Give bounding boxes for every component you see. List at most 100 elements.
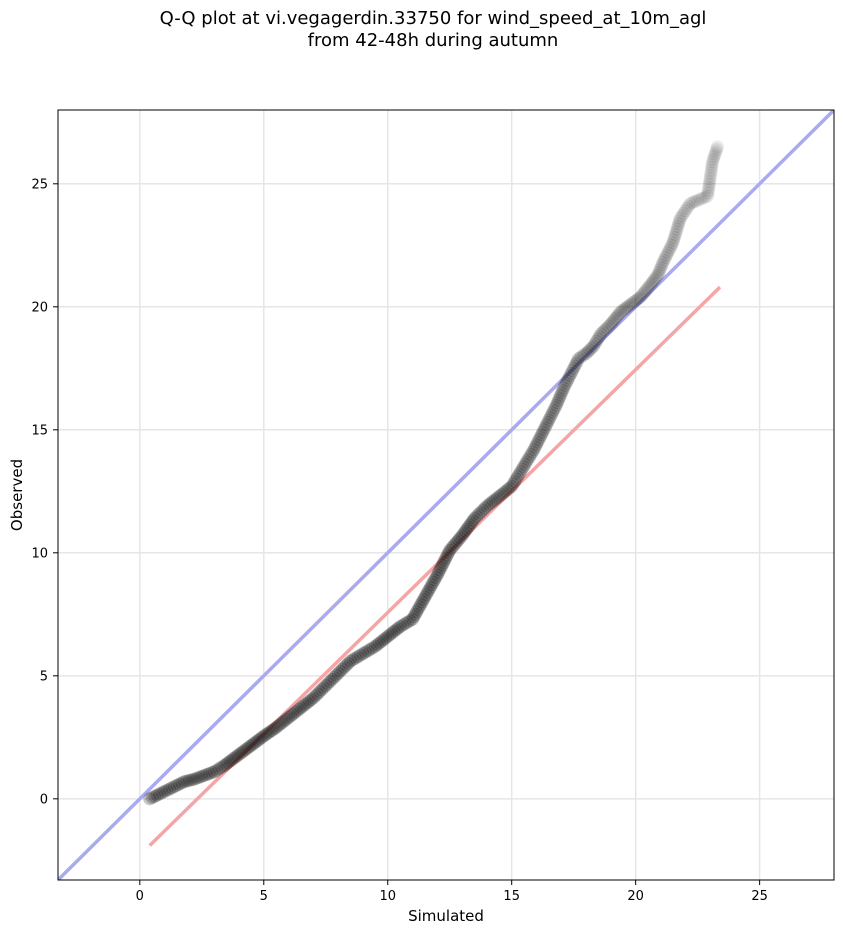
data-point (587, 339, 601, 353)
data-point (527, 442, 541, 456)
data-point (321, 677, 335, 691)
data-point (567, 361, 581, 375)
data-point (647, 274, 661, 288)
data-point (651, 268, 665, 282)
data-point (682, 199, 696, 213)
data-point (606, 315, 620, 329)
y-tick-label: 0 (40, 792, 48, 807)
data-point (628, 294, 642, 308)
data-point (356, 647, 370, 661)
data-point (532, 433, 546, 447)
data-point (667, 233, 681, 247)
chart-title-line-2: from 42-48h during autumn (307, 30, 559, 51)
data-point (596, 325, 610, 339)
data-point (668, 228, 682, 242)
fit-line (148, 285, 722, 847)
data-point (583, 343, 597, 357)
data-point (688, 194, 702, 208)
data-point (296, 699, 310, 713)
data-point (526, 445, 540, 459)
data-point (662, 243, 676, 257)
data-point (523, 450, 537, 464)
data-point (539, 418, 553, 432)
data-point (482, 497, 496, 511)
data-point (389, 623, 403, 637)
y-tick-label: 20 (31, 300, 48, 315)
data-points (143, 140, 724, 806)
data-point (589, 334, 603, 348)
data-point (339, 658, 353, 672)
data-point (675, 209, 689, 223)
data-point (533, 430, 547, 444)
data-point (239, 742, 253, 756)
data-point (488, 493, 502, 507)
data-point (704, 166, 718, 180)
data-point (331, 666, 345, 680)
data-point (541, 415, 555, 429)
data-point (294, 701, 308, 715)
data-point (247, 736, 261, 750)
data-point (237, 744, 251, 758)
y-tick-label: 10 (31, 546, 48, 561)
data-point (703, 175, 717, 189)
data-point (412, 600, 426, 614)
data-point (370, 638, 384, 652)
data-point (432, 565, 446, 579)
data-point (241, 741, 255, 755)
data-point (219, 757, 233, 771)
data-point (426, 575, 440, 589)
data-point (148, 789, 162, 803)
data-point (457, 526, 471, 540)
data-point (610, 309, 624, 323)
data-point (476, 503, 490, 517)
data-point (572, 351, 586, 365)
data-point (514, 465, 528, 479)
data-point (661, 246, 675, 260)
data-point (406, 612, 420, 626)
data-point (158, 784, 172, 798)
data-point (630, 293, 644, 307)
data-point (284, 709, 298, 723)
data-point (273, 717, 287, 731)
data-point (594, 327, 608, 341)
data-point (383, 628, 397, 642)
data-point (484, 496, 498, 510)
data-point (398, 617, 412, 631)
data-point (205, 766, 219, 780)
data-point (574, 350, 588, 364)
data-point (550, 396, 564, 410)
data-point (269, 720, 283, 734)
data-point (333, 664, 347, 678)
data-point (626, 296, 640, 310)
chart-title-line-1: Q-Q plot at vi.vegagerdin.33750 for wind… (159, 8, 707, 29)
data-point (302, 694, 316, 708)
x-tick-label: 5 (260, 889, 268, 904)
data-point (313, 685, 327, 699)
data-point (463, 518, 477, 532)
data-point (703, 169, 717, 183)
data-point (425, 578, 439, 592)
grid (58, 110, 834, 880)
data-point (472, 507, 486, 521)
data-point (391, 621, 405, 635)
data-point (366, 641, 380, 655)
y-tick-label: 15 (31, 423, 48, 438)
data-point (499, 484, 513, 498)
data-point (385, 626, 399, 640)
data-point (325, 673, 339, 687)
data-point (622, 299, 636, 313)
data-point (672, 214, 686, 228)
x-tick-label: 20 (627, 889, 644, 904)
data-point (634, 290, 648, 304)
data-point (190, 771, 204, 785)
data-point (461, 520, 475, 534)
data-point (460, 522, 474, 536)
data-point (200, 768, 214, 782)
data-point (680, 201, 694, 215)
data-point (434, 561, 448, 575)
data-point (464, 516, 478, 530)
data-point (375, 634, 389, 648)
data-point (300, 696, 314, 710)
data-point (701, 183, 715, 197)
